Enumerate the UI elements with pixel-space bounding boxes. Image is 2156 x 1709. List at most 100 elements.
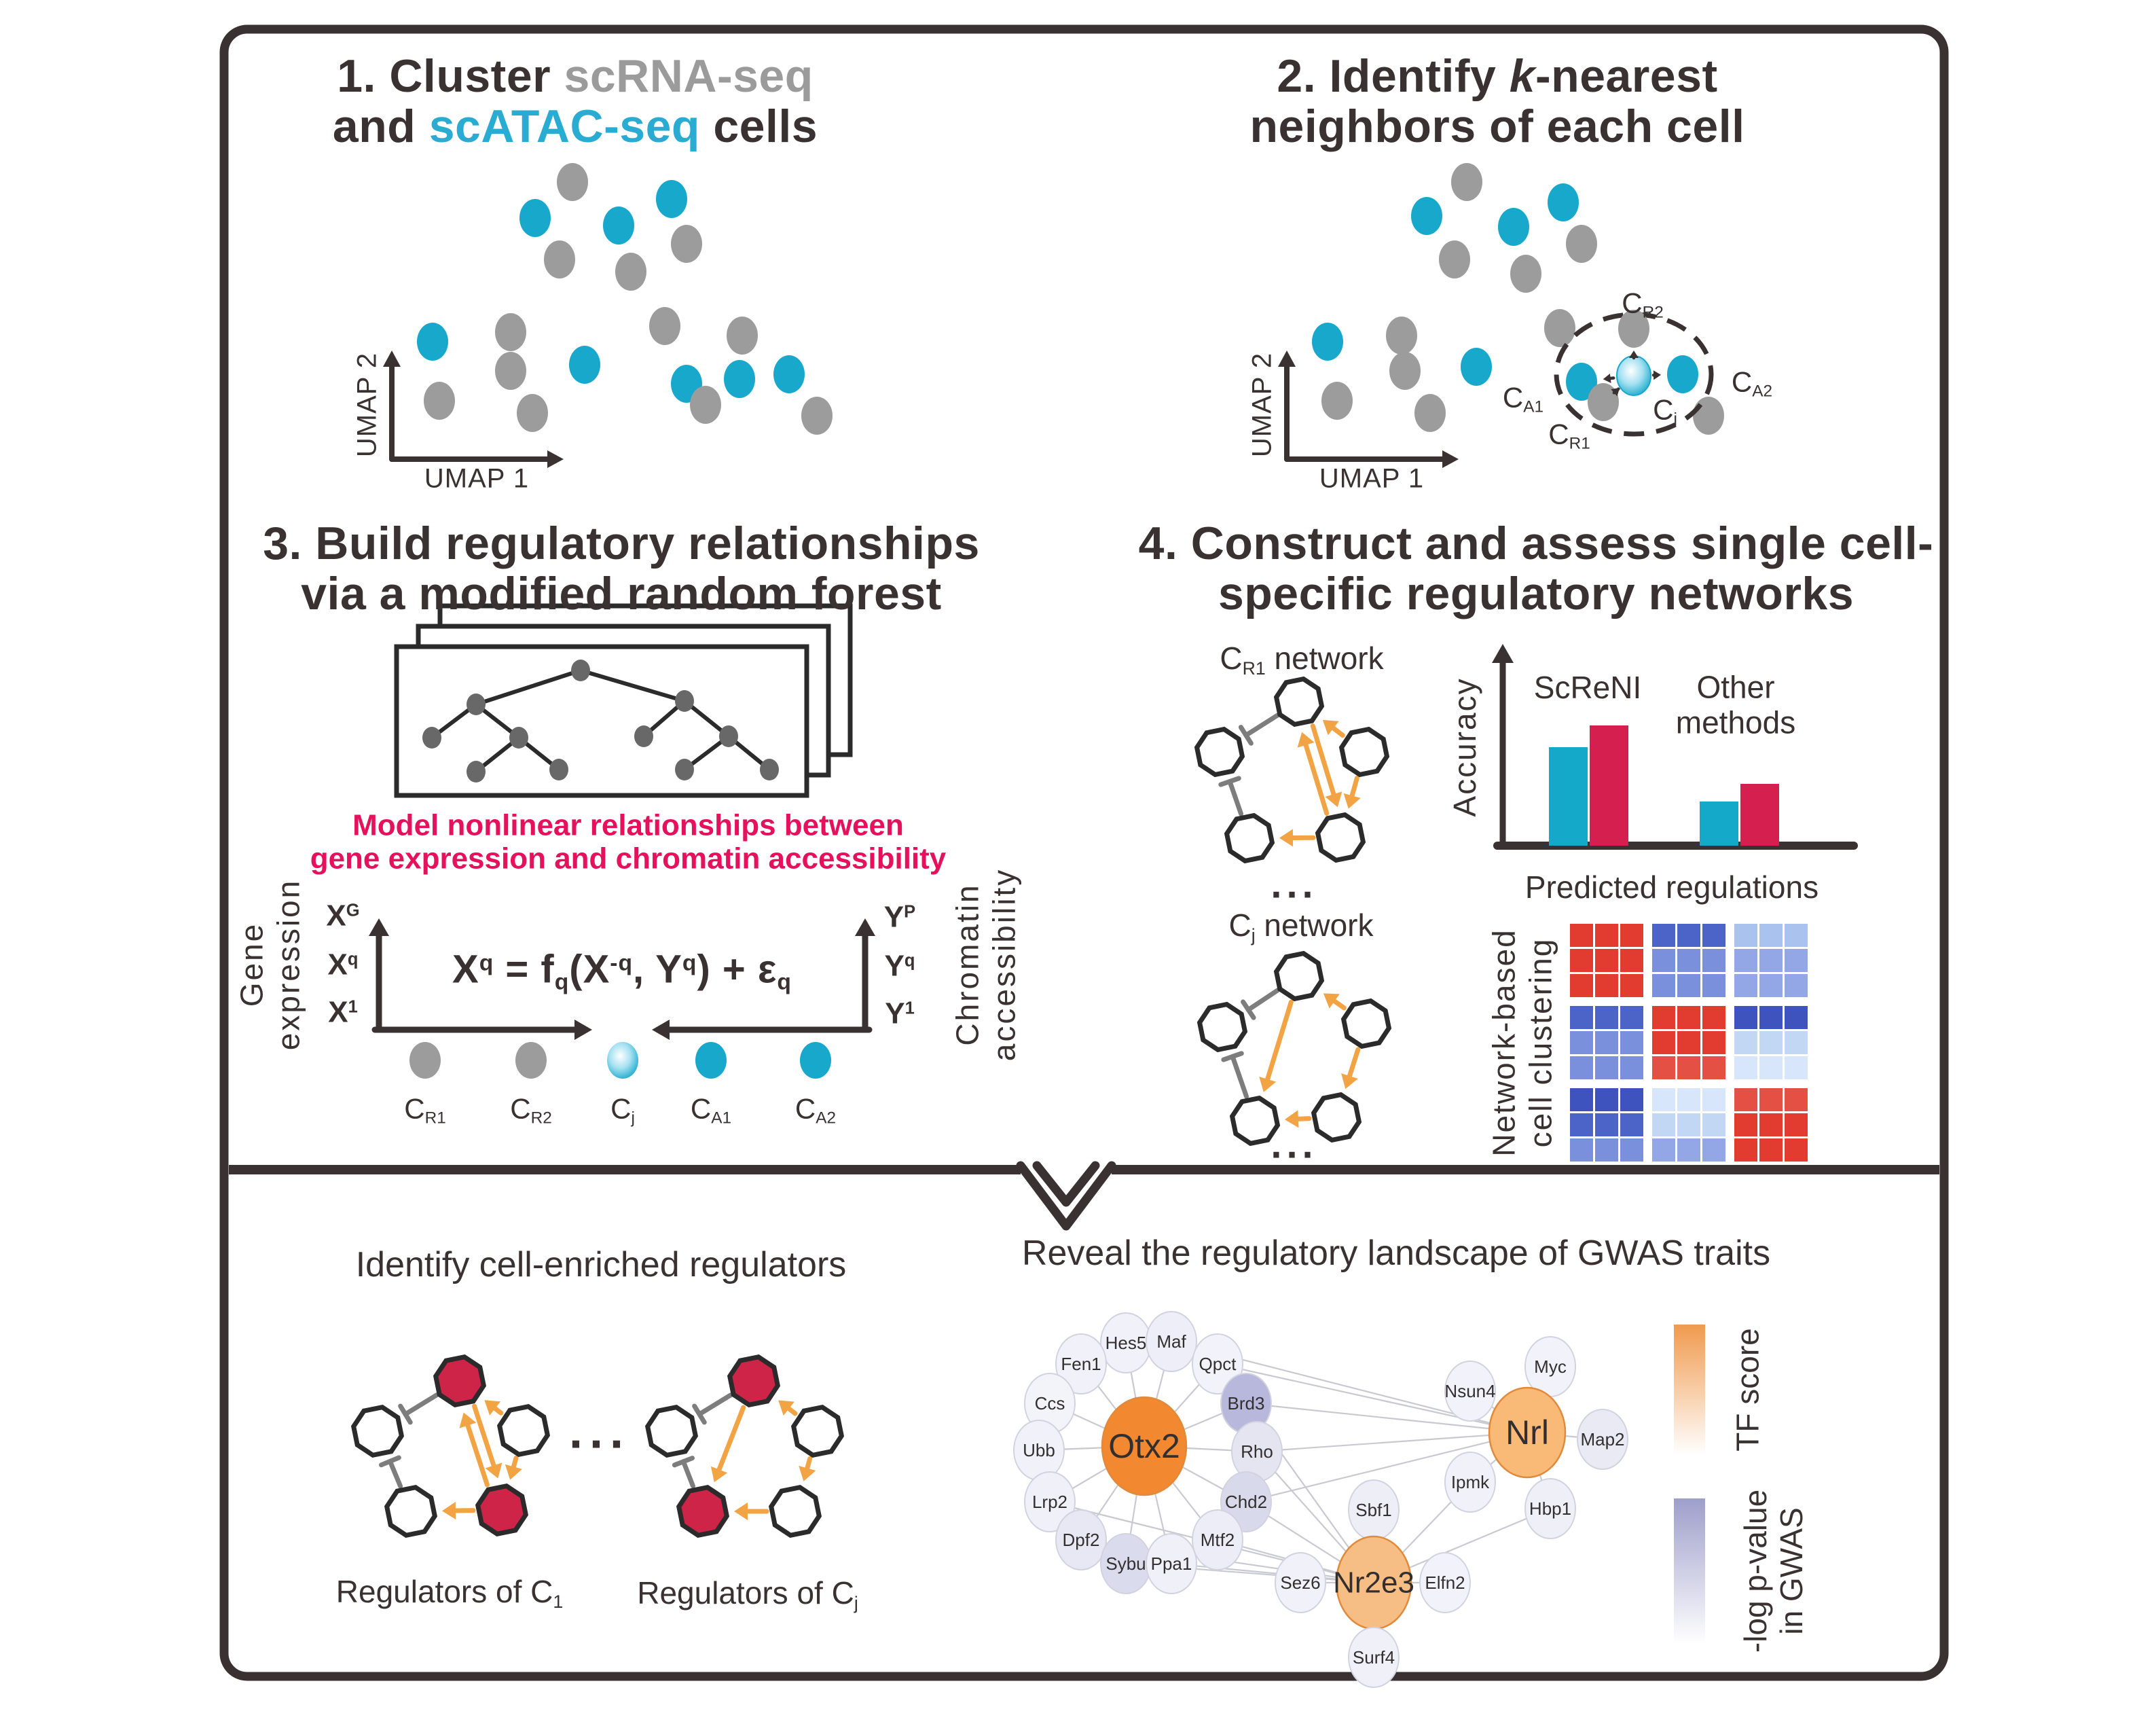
- cj-network-inhibition-tbar: [1245, 988, 1280, 1013]
- heatmap-cell: [1785, 974, 1808, 997]
- gwas-edge: [1256, 1431, 1529, 1453]
- y-stack-yq: Yq: [884, 949, 915, 983]
- gwas-node-label-fen1: Fen1: [1061, 1354, 1101, 1374]
- cj-network-inhibition-tbar-cap: [1241, 999, 1256, 1020]
- heatmap-cell: [1652, 1113, 1675, 1136]
- regulators-cj-activation-arrow: [716, 1405, 746, 1473]
- cj-network-activation-arrow-head: [1341, 1073, 1358, 1090]
- cr1-network-activation-arrow-head: [1297, 732, 1315, 748]
- heatmap-cell: [1734, 924, 1757, 947]
- regulators-cj-inhibition-tbar-cap: [672, 1456, 695, 1468]
- cj-network-gene-node: [1273, 950, 1325, 1002]
- gwas-node-lrp2: [1024, 1471, 1076, 1532]
- heatmap-cell: [1677, 949, 1700, 972]
- bar-teal-screni: [1549, 747, 1588, 846]
- heatmap-cell: [1677, 1006, 1700, 1029]
- regulators-c1-activation-arrow: [511, 1456, 519, 1469]
- umap2-x-axis-head: [1442, 450, 1459, 468]
- heatmap-cell: [1734, 1088, 1757, 1111]
- heatmap-cell: [1759, 1031, 1783, 1054]
- gwas-node-hbp1: [1524, 1478, 1576, 1539]
- cell-name-label: Cj: [610, 1092, 635, 1128]
- networks-ellipsis-2: ...: [1271, 1122, 1318, 1167]
- tree-node: [571, 660, 590, 681]
- scrna-cell-dot: [1693, 397, 1724, 435]
- heatmap-cell: [1620, 924, 1643, 947]
- cr1-network-inhibition-tbar: [1227, 778, 1244, 816]
- heatmap-cell: [1702, 949, 1725, 972]
- gene-expression-word2: expression: [271, 878, 306, 1051]
- scrna-cell-dot: [671, 225, 702, 263]
- heatmap-cell: [1734, 949, 1757, 972]
- heatmap-cell: [1570, 1113, 1593, 1136]
- gwas-node-label-dpf2: Dpf2: [1063, 1530, 1100, 1550]
- heatmap-cell: [1570, 974, 1593, 997]
- heatmap-cell: [1620, 1113, 1643, 1136]
- heatmap-cell: [1677, 974, 1700, 997]
- gwas-edge: [1245, 1402, 1529, 1434]
- scatac-cell-dot: [1548, 183, 1579, 221]
- gwas-node-label-sez6: Sez6: [1280, 1572, 1320, 1593]
- panel1-title-line2: and scATAC-seq cells: [332, 100, 818, 152]
- panel1-umap1-label: UMAP 1: [424, 463, 530, 494]
- cr1-network-gene-node: [1273, 676, 1325, 727]
- gwas-node-label-lrp2: Lrp2: [1032, 1492, 1067, 1512]
- accuracy-axis-head: [1492, 644, 1514, 663]
- scrna-cell-dot: [1451, 163, 1482, 201]
- gwas-node-label-chd2: Chd2: [1225, 1492, 1267, 1512]
- cr1-network-inhibition-tbar-cap: [1218, 776, 1241, 787]
- tree-node: [467, 694, 486, 715]
- gwas-node-label-rho: Rho: [1241, 1441, 1273, 1462]
- x-stack-xq: Xq: [327, 948, 359, 982]
- scrna-cell-dot: [1386, 317, 1417, 355]
- cj-network-gene-node: [1229, 1095, 1281, 1147]
- gwas-node-ipmk: [1444, 1452, 1496, 1513]
- gwas-node-label-ppa1: Ppa1: [1151, 1553, 1192, 1574]
- cj-network-label: Cj network: [1228, 907, 1374, 946]
- flow-down-arrow-icon: [1016, 1161, 1116, 1231]
- heatmap-cell: [1734, 1138, 1757, 1162]
- gwas-edge: [1216, 1363, 1529, 1434]
- cr1-network-activation-arrow-head: [1279, 829, 1294, 847]
- scrna-cell-dot: [1618, 310, 1649, 348]
- cr1-network-inhibition-tbar-cap: [1238, 725, 1254, 746]
- heatmap-cell: [1620, 1056, 1643, 1079]
- gwas-node-label-nsun4: Nsun4: [1444, 1381, 1495, 1401]
- outer-border: [219, 24, 1949, 1681]
- gwas-node-surf4: [1348, 1627, 1400, 1688]
- gwas-pvalue-gradient-bar: [1674, 1498, 1705, 1644]
- regulators-cj-gene-node: [790, 1404, 845, 1458]
- regulators-of-c1-label: Regulators of C1: [335, 1574, 564, 1613]
- gwas-node-label-ubb: Ubb: [1023, 1440, 1055, 1460]
- tree-edge: [474, 668, 583, 706]
- heatmap-cell: [1702, 1006, 1725, 1029]
- gwas-node-label-hes5: Hes5: [1106, 1333, 1147, 1353]
- cj-network-activation-arrow: [1347, 1047, 1361, 1079]
- y-stack-y1: Y1: [885, 996, 915, 1030]
- cell-name-label: CR1: [404, 1092, 446, 1128]
- y-stack-yp: YP: [883, 900, 916, 934]
- network-clustering-label: Network-based cell clustering: [1486, 929, 1560, 1156]
- heatmap-cell: [1620, 949, 1643, 972]
- cr1-network-inhibition-tbar: [1243, 713, 1280, 738]
- scatac-cell-dot: [1566, 363, 1597, 401]
- x-stack-x1: X1: [328, 995, 358, 1029]
- scrna-cell-dot: [495, 352, 526, 390]
- gwas-node-label-qpct: Qpct: [1199, 1354, 1237, 1374]
- scrna-cell-dot: [649, 307, 680, 345]
- panel3-title-line2: via a modified random forest: [301, 567, 942, 619]
- cr1-network-gene-node: [1315, 812, 1366, 863]
- scatac-cell-dot: [724, 360, 755, 398]
- heatmap-cell: [1620, 1006, 1643, 1029]
- regulators-cj-activation-arrow: [786, 1406, 798, 1416]
- heatmap-cell: [1702, 1113, 1725, 1136]
- heatmap-cell: [1785, 1138, 1808, 1162]
- random-forest-formula: Xq = fq(X-q, Yq) + εq: [452, 947, 792, 995]
- panel2-title-line2: neighbors of each cell: [1249, 100, 1745, 152]
- tree-node: [675, 759, 694, 780]
- gwas-node-elfn2: [1419, 1552, 1471, 1613]
- heatmap-cell: [1620, 1031, 1643, 1054]
- bar-crimson-other: [1740, 784, 1779, 846]
- panel4-title-line2: specific regulatory networks: [1218, 567, 1854, 619]
